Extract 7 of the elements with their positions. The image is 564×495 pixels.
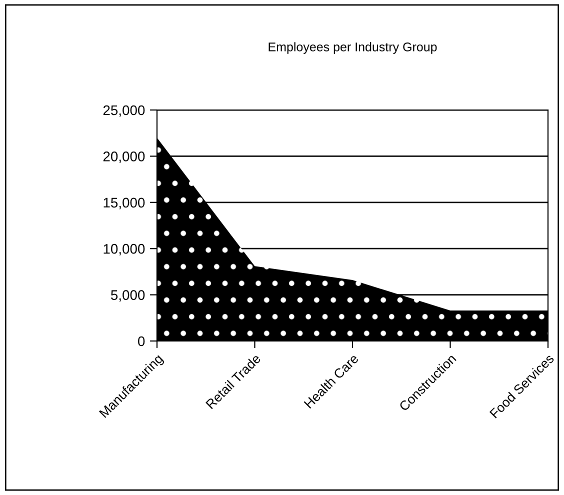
y-tick-label: 15,000 [104,198,145,210]
y-tick-label: 0 [138,336,145,346]
chart-title: Employees per Industry Group [268,42,437,54]
y-tick-label: 20,000 [103,152,145,164]
y-tick-label: 25,000 [103,105,145,117]
y-tick-label: 10,000 [104,244,145,256]
y-tick-label: 5,000 [110,290,145,302]
